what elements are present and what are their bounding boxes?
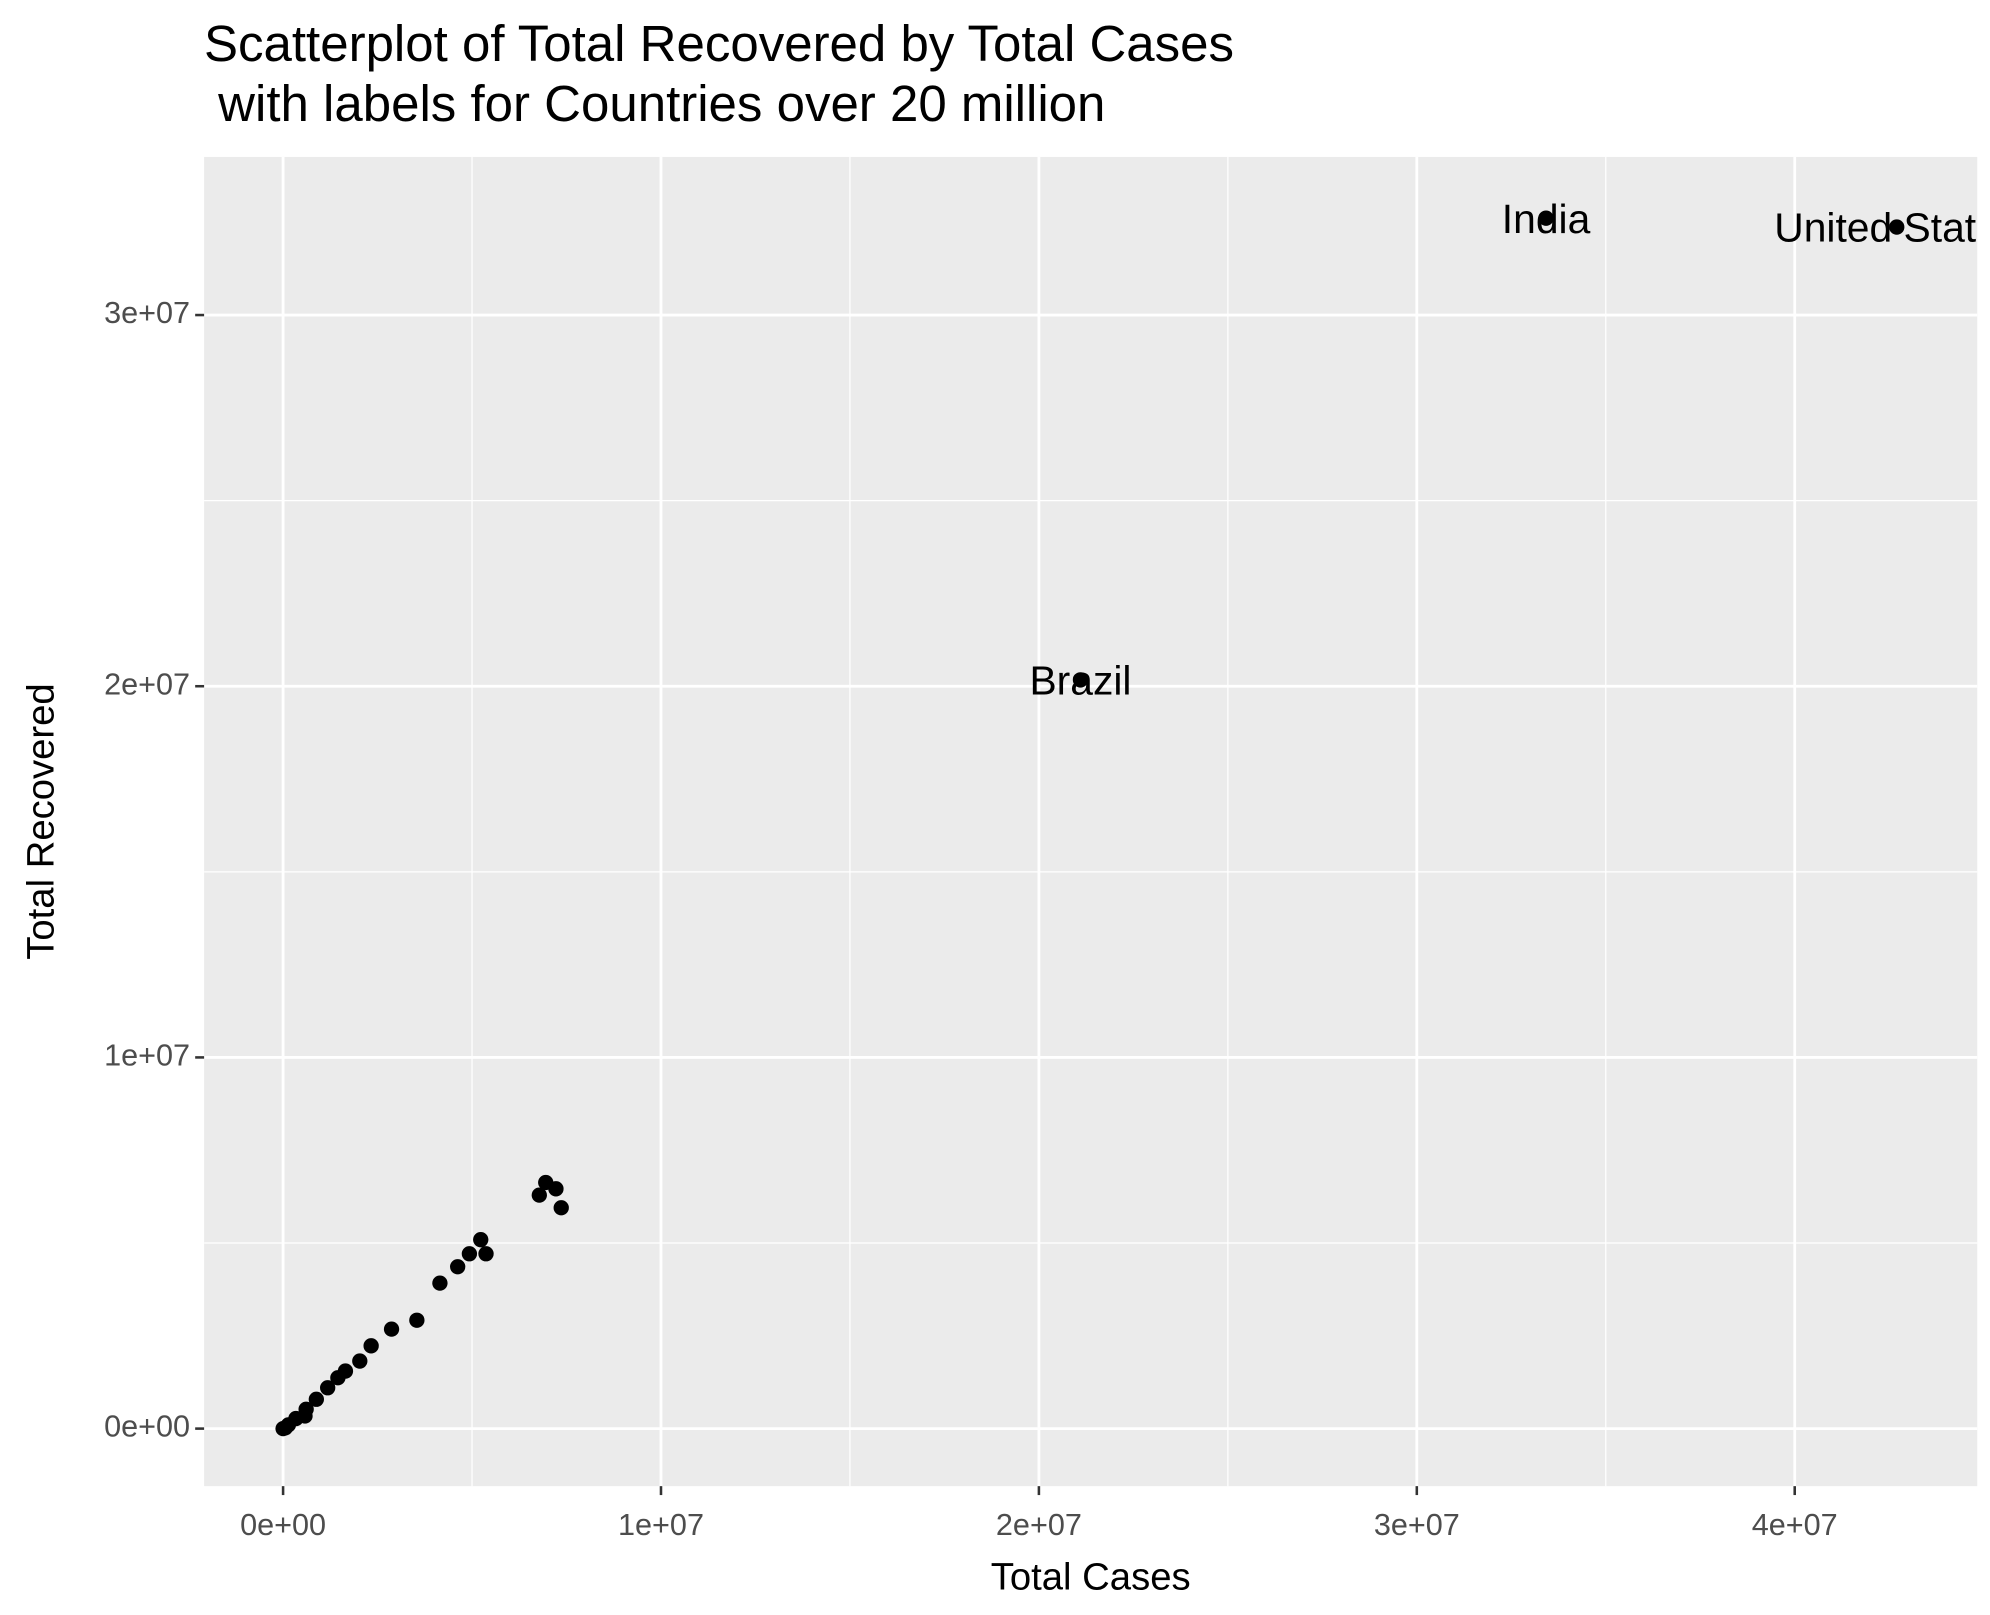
point [383,1321,400,1337]
point [531,1187,547,1203]
points: United States India Brazil [275,196,1990,1437]
point [1538,210,1554,226]
point [548,1181,564,1197]
point [432,1275,448,1291]
x-tick-label: 3e+07 [1374,1508,1460,1542]
x-tick-label: 1e+07 [618,1508,704,1542]
point [553,1200,569,1216]
point-label: United States [1774,205,1990,251]
x-axis-title: Total Cases [991,1555,1191,1598]
point [363,1338,379,1354]
y-tick-label: 3e+07 [104,296,190,330]
point [330,1370,346,1386]
point [1072,672,1089,688]
y-tick-label: 0e+00 [104,1410,190,1444]
x-tick-label: 4e+07 [1752,1508,1838,1542]
x-tick-label: 0e+00 [240,1508,326,1542]
point [320,1380,336,1396]
point [473,1232,489,1248]
point [275,1420,291,1437]
point [461,1246,478,1262]
point [308,1391,324,1407]
point [450,1259,466,1275]
chart-title: Scatterplot of Total Recovered by Total … [204,15,1235,132]
point [409,1312,425,1328]
y-tick-label: 1e+07 [104,1039,190,1073]
panel [204,156,1978,1487]
y-axis-title: Total Recovered [19,683,62,959]
point-label: Brazil [1029,658,1131,704]
point [1889,219,1905,235]
x-tick-label: 2e+07 [996,1508,1082,1542]
grid [204,156,1978,1487]
point-label: India [1502,196,1591,242]
point [352,1353,368,1369]
y-tick-label: 2e+07 [104,667,190,701]
point [478,1246,494,1262]
